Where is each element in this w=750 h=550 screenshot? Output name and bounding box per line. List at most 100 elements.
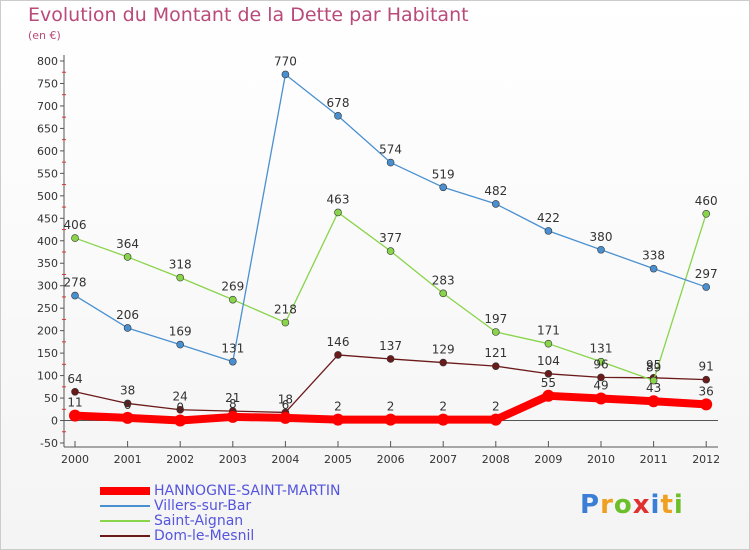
x-tick-label: 2012: [692, 453, 720, 466]
x-tick-label: 2009: [534, 453, 562, 466]
x-tick-label: 2005: [324, 453, 352, 466]
data-label: 49: [593, 379, 608, 393]
data-label: 104: [537, 354, 560, 368]
data-label: 95: [646, 358, 661, 372]
chart-subtitle: (en €): [28, 29, 61, 42]
data-label: 297: [695, 267, 718, 281]
data-label: 770: [274, 54, 297, 68]
x-tick-label: 2004: [271, 453, 299, 466]
data-point: [176, 273, 184, 282]
data-point: [334, 112, 342, 120]
data-label: 89: [646, 361, 661, 375]
data-point: [123, 399, 132, 408]
data-point: [491, 362, 500, 370]
x-tick-label: 2002: [166, 453, 194, 466]
data-point: [71, 234, 79, 242]
y-tick-label: 800: [37, 55, 58, 68]
x-tick-label: 2008: [482, 453, 510, 466]
legend-swatch: [100, 505, 150, 507]
data-point: [281, 70, 290, 79]
data-point: [226, 410, 239, 423]
data-label: 38: [120, 383, 135, 397]
y-tick-label: 300: [37, 280, 58, 293]
y-tick-label: 600: [37, 145, 58, 158]
data-label: 406: [64, 218, 87, 232]
data-point: [176, 405, 184, 414]
data-point: [489, 413, 502, 426]
data-label: 137: [379, 339, 402, 353]
y-tick-label: 150: [37, 347, 58, 360]
chart-series: [69, 70, 713, 427]
data-label: 380: [590, 230, 613, 244]
data-point: [597, 245, 605, 254]
data-label: 269: [221, 280, 244, 294]
data-point: [386, 355, 395, 363]
data-label: 91: [699, 360, 714, 374]
data-point: [121, 411, 134, 424]
legend-label: Villers-sur-Bar: [154, 498, 252, 514]
x-tick-label: 2001: [114, 453, 142, 466]
data-point: [439, 358, 448, 367]
data-label: 678: [327, 96, 350, 110]
data-label: 206: [116, 308, 139, 322]
data-point: [595, 392, 607, 405]
data-point: [69, 409, 81, 422]
data-point: [649, 264, 658, 273]
y-tick-label: 700: [37, 100, 58, 113]
data-label: 422: [537, 211, 560, 225]
data-point: [544, 369, 553, 378]
data-point: [384, 413, 397, 426]
logo-letter: i: [650, 490, 661, 520]
proxiti-logo: Proxiti: [580, 490, 684, 520]
data-label: 0: [176, 401, 184, 415]
data-label: 24: [173, 390, 188, 404]
data-point: [386, 158, 395, 167]
legend-swatch: [100, 487, 150, 495]
data-label: 36: [699, 384, 714, 398]
y-tick-label: 750: [37, 77, 58, 90]
data-label: 96: [593, 357, 608, 371]
y-tick-label: 250: [37, 302, 58, 315]
logo-letter: r: [600, 490, 614, 520]
chart-title: Evolution du Montant de la Dette par Hab…: [28, 4, 469, 26]
data-point: [647, 395, 660, 408]
data-point: [229, 295, 237, 304]
data-point: [439, 183, 448, 192]
y-tick-label: 100: [37, 370, 58, 383]
data-label: 2: [334, 400, 342, 414]
data-point: [491, 200, 500, 208]
data-point: [334, 208, 342, 217]
x-tick-label: 2007: [429, 453, 457, 466]
data-point: [71, 291, 79, 300]
data-point: [542, 389, 555, 402]
legend-label: Saint-Aignan: [154, 513, 244, 529]
data-point: [281, 318, 290, 327]
data-point: [649, 376, 658, 385]
data-point: [334, 351, 342, 359]
data-label: 574: [379, 143, 402, 157]
data-label: 338: [642, 249, 665, 263]
logo-letter: P: [580, 490, 601, 520]
y-tick-label: -50: [40, 437, 58, 450]
data-point: [229, 357, 237, 366]
x-tick-label: 2003: [219, 453, 247, 466]
data-label: 519: [432, 167, 455, 181]
data-label: 482: [484, 184, 507, 198]
data-label: 218: [274, 303, 297, 317]
data-label: 460: [695, 194, 718, 208]
x-tick-label: 2010: [587, 453, 615, 466]
data-label: 6: [124, 398, 132, 412]
data-label: 18: [278, 392, 293, 406]
data-point: [174, 414, 187, 427]
y-tick-label: 500: [37, 190, 58, 203]
legend-swatch: [100, 535, 150, 537]
y-tick-label: 350: [37, 257, 58, 270]
y-tick-label: 200: [37, 325, 58, 338]
data-point: [702, 375, 711, 384]
data-point: [544, 339, 553, 348]
data-label: 197: [484, 312, 507, 326]
data-label: 121: [484, 346, 507, 360]
data-label: 64: [67, 372, 82, 386]
y-tick-label: 400: [37, 235, 58, 248]
